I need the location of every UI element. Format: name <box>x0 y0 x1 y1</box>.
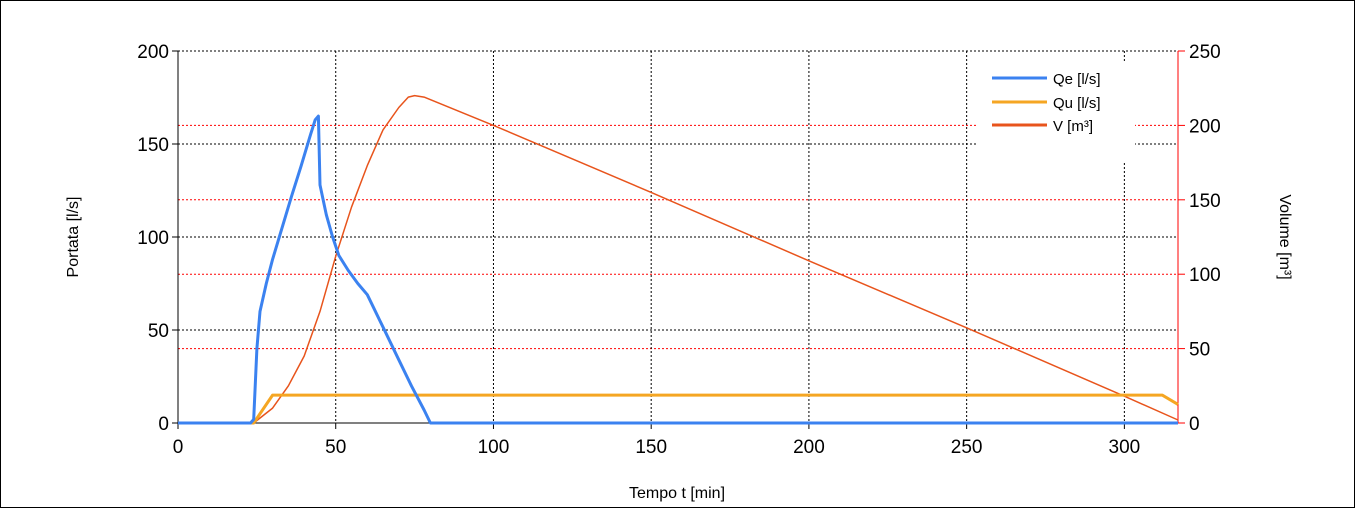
y-left-tick-label-150: 150 <box>137 135 169 156</box>
y-left-tick-label-50: 50 <box>148 321 169 342</box>
x-tick-label-250: 250 <box>951 437 983 458</box>
x-tick-label-50: 50 <box>325 437 346 458</box>
y-left-tick-label-200: 200 <box>137 42 169 63</box>
y-axis-right-title: Volume [m³] <box>1276 194 1293 279</box>
y-left-tick-label-0: 0 <box>158 414 169 435</box>
y-right-tick-label-50: 50 <box>1189 340 1210 361</box>
y-right-tick-label-100: 100 <box>1189 265 1221 286</box>
legend-label-qu: Qu [l/s] <box>1053 95 1101 112</box>
x-axis-title: Tempo t [min] <box>629 485 725 502</box>
x-tick-label-150: 150 <box>635 437 667 458</box>
x-tick-label-200: 200 <box>793 437 825 458</box>
series-layer <box>178 94 1179 425</box>
y-right-tick-label-0: 0 <box>1189 414 1200 435</box>
y-left-tick-label-100: 100 <box>137 228 169 249</box>
legend-label-v: V [m³] <box>1053 118 1093 135</box>
y-right-tick-label-150: 150 <box>1189 191 1221 212</box>
series-line-v <box>178 94 1179 424</box>
legend: Qe [l/s] Qu [l/s] V [m³] <box>977 62 1135 162</box>
series-line-qe <box>178 114 1178 425</box>
legend-label-qe: Qe [l/s] <box>1053 71 1101 88</box>
y-right-tick-label-200: 200 <box>1189 116 1221 137</box>
series-line-qu <box>178 393 1179 425</box>
y-axis-left-title: Portata [l/s] <box>65 197 82 278</box>
x-tick-label-100: 100 <box>478 437 510 458</box>
x-tick-label-300: 300 <box>1109 437 1141 458</box>
axes-layer: 0 50 100 150 200 250 300 0 50 100 150 200 0 50 100 150 2… <box>137 42 1220 458</box>
y-right-tick-label-250: 250 <box>1189 42 1221 63</box>
x-tick-label-0: 0 <box>173 437 184 458</box>
